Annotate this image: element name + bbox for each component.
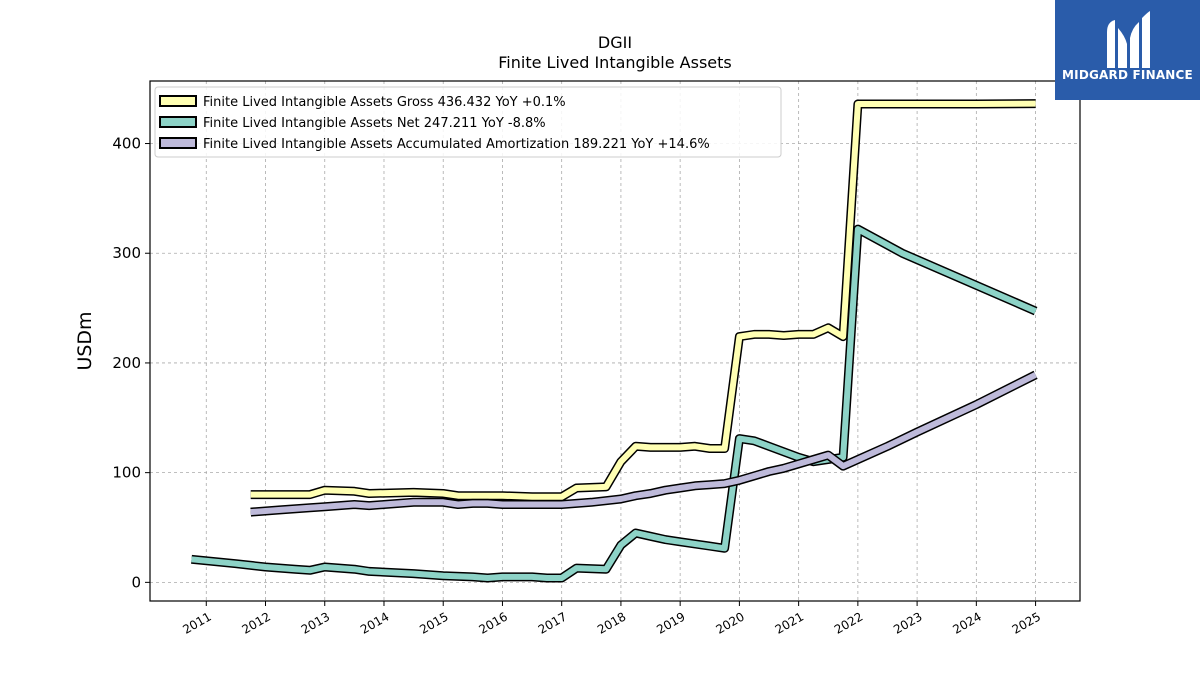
x-tick-label: 2024 [950, 609, 983, 636]
y-tick-label: 300 [112, 244, 141, 262]
chart-subtitle: Finite Lived Intangible Assets [498, 53, 731, 72]
legend-box [154, 86, 782, 158]
series-line [250, 372, 1037, 516]
series-line-outline [250, 99, 1036, 502]
legend-label: Finite Lived Intangible Assets Accumulat… [203, 137, 710, 152]
grid [150, 81, 1080, 601]
y-axis-label: USDm [74, 311, 96, 370]
chart-title: DGII [598, 33, 632, 52]
series-lines [191, 99, 1038, 583]
legend-swatch [159, 137, 197, 149]
x-tick-label: 2019 [654, 609, 687, 636]
legend-label: Finite Lived Intangible Assets Net 247.2… [203, 116, 546, 131]
y-tick-label: 100 [112, 464, 141, 482]
x-tick-label: 2021 [773, 609, 806, 636]
x-tick-label: 2012 [240, 609, 273, 636]
x-tick-label: 2016 [476, 609, 509, 636]
legend-swatch [159, 95, 197, 107]
midgard-m-logo-icon [1107, 11, 1150, 68]
plot-frame [149, 80, 1081, 602]
x-tick-label: 2015 [417, 609, 450, 636]
legend: Finite Lived Intangible Assets Gross 436… [154, 86, 782, 158]
x-tick-label: 2011 [180, 609, 213, 636]
x-tick-label: 2017 [536, 609, 569, 636]
y-axis-ticks: 0 100 200 300 400 [112, 135, 150, 591]
brand-name: MIDGARD FINANCE [1062, 68, 1193, 82]
x-axis-ticks: 2011 2012 2013 2014 2015 2016 2017 2018 2019 2020… [180, 601, 1043, 637]
x-tick-label: 2020 [713, 609, 746, 636]
x-tick-label: 2013 [299, 609, 332, 636]
x-tick-label: 2025 [1010, 609, 1043, 636]
x-tick-label: 2014 [358, 609, 391, 636]
legend-swatch [159, 116, 197, 128]
brand-logo: MIDGARD FINANCE [1055, 0, 1200, 100]
series-line [250, 100, 1036, 500]
series-line [191, 226, 1037, 581]
y-tick-label: 200 [112, 354, 141, 372]
x-tick-label: 2022 [832, 609, 865, 636]
y-tick-label: 0 [131, 573, 141, 591]
x-tick-label: 2023 [891, 609, 924, 636]
series-1 [250, 99, 1036, 502]
y-tick-label: 400 [112, 135, 141, 153]
series-3 [250, 370, 1038, 517]
x-tick-label: 2018 [595, 609, 628, 636]
series-2 [191, 224, 1038, 583]
series-line-outline [191, 224, 1038, 583]
legend-label: Finite Lived Intangible Assets Gross 436… [203, 95, 566, 110]
